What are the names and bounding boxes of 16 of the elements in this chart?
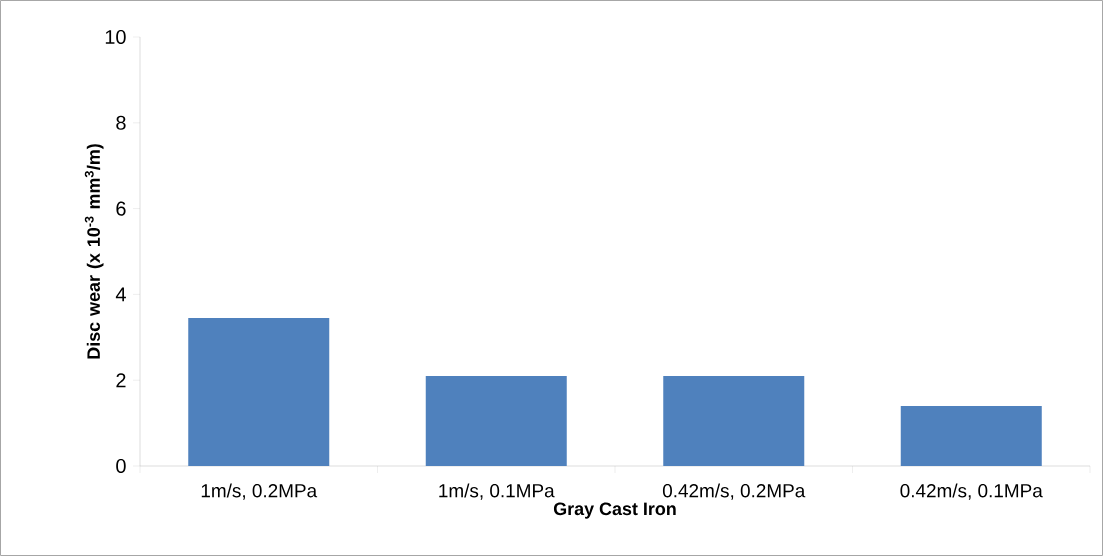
x-axis-title: Gray Cast Iron xyxy=(553,502,676,519)
y-tick-label: 8 xyxy=(116,115,126,130)
y-tick-label: 2 xyxy=(116,373,126,388)
x-tick-label: 0.42m/s, 0.1MPa xyxy=(900,483,1043,500)
y-tick-label: 0 xyxy=(116,458,126,474)
y-axis-title: Disc wear (x 10$^{-3}$ mm$^{3}$/m) xyxy=(84,144,104,359)
bar xyxy=(425,375,567,466)
x-tick-label: 0.42m/s, 0.2MPa xyxy=(662,483,806,500)
bar xyxy=(663,375,805,466)
bar xyxy=(188,317,330,466)
y-tick-label: 4 xyxy=(115,287,126,302)
y-tick-label: 10 xyxy=(105,29,126,45)
x-tick-label: 1m/s, 0.1MPa xyxy=(439,483,555,500)
bar xyxy=(900,405,1042,466)
x-tick-label: 1m/s, 0.2MPa xyxy=(201,483,318,500)
y-tick-label: 6 xyxy=(116,201,126,216)
